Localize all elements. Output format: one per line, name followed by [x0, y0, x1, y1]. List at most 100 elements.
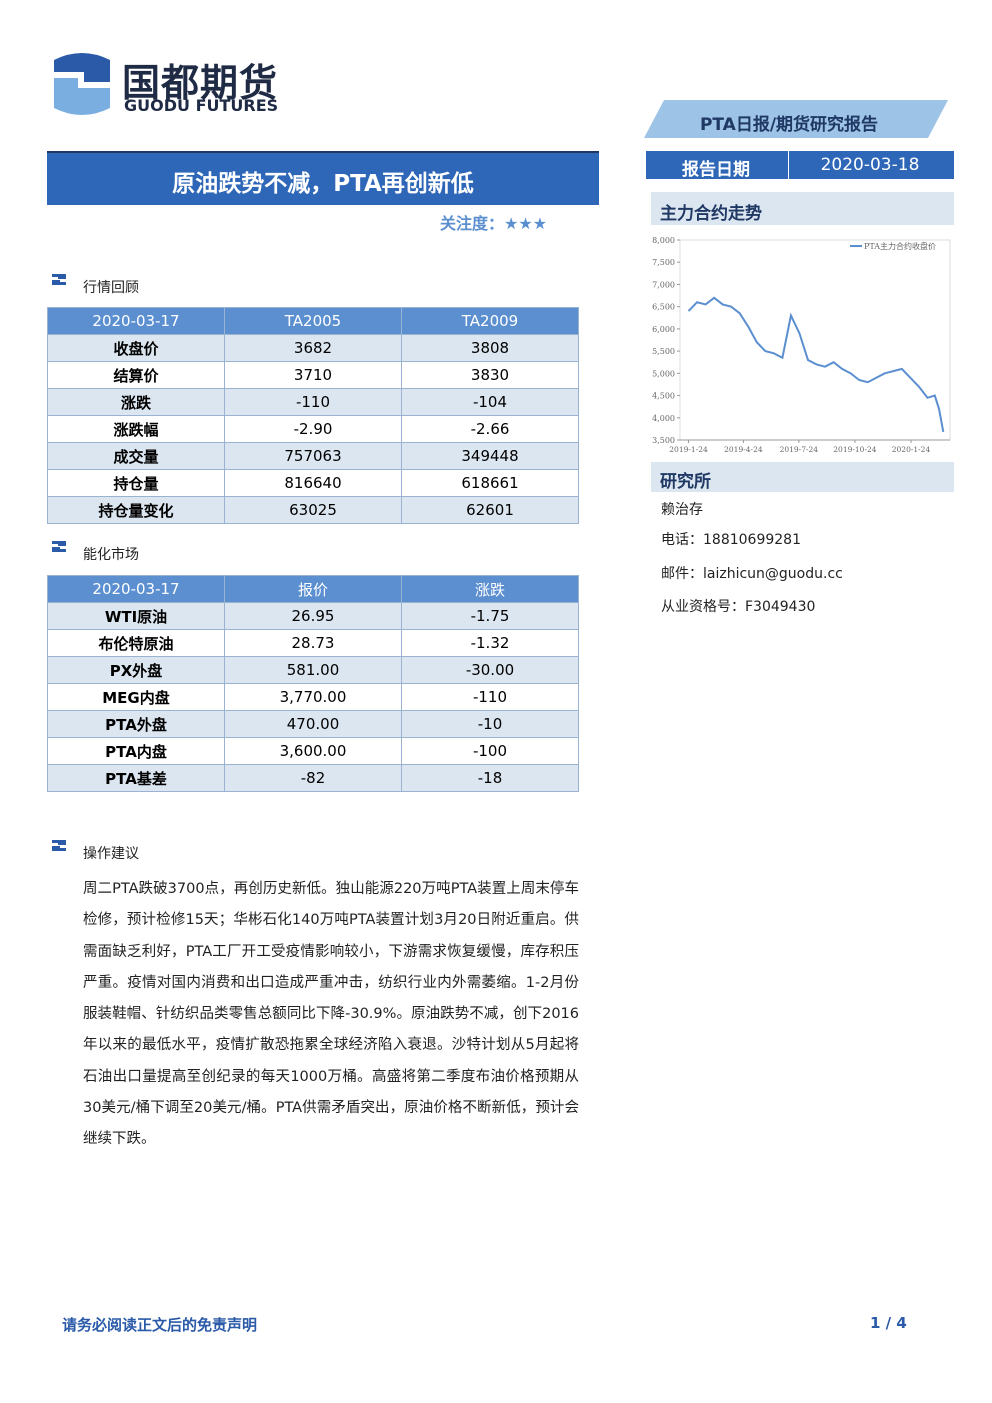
cell: 持仓量变化 — [47, 496, 225, 524]
cell: 3830 — [401, 361, 579, 389]
section-icon — [52, 274, 66, 285]
report-type: PTA日报/期货研究报告 — [699, 115, 879, 135]
legend-label: PTA主力合约收盘价 — [864, 241, 936, 251]
x-tick-label: 2019-10-24 — [833, 445, 876, 454]
header-cell: 报价 — [224, 575, 402, 603]
divider — [788, 151, 789, 179]
x-tick-label: 2019-4-24 — [724, 445, 763, 454]
date-label: 报告日期 — [682, 160, 750, 180]
table-row: PTA内盘 3,600.00 -100 — [47, 737, 579, 765]
cell: 757063 — [224, 442, 402, 470]
table-row: PX外盘 581.00 -30.00 — [47, 656, 579, 684]
cell: -82 — [224, 764, 402, 792]
cell: -110 — [401, 683, 579, 711]
table-row: 结算价 3710 3830 — [47, 361, 579, 389]
chart: 3,500 4,000 4,500 5,000 5,500 6,000 6,500 7,000… — [652, 236, 951, 454]
phone: 电话：18810699281 — [661, 532, 801, 548]
cell: 26.95 — [224, 602, 402, 630]
cell: PTA基差 — [47, 764, 225, 792]
y-tick-label: 3,500 — [652, 436, 675, 445]
table-row: 持仓量 816640 618661 — [47, 469, 579, 497]
cell: 3682 — [224, 334, 402, 362]
title: 原油跌势不减，PTA再创新低 — [172, 171, 474, 197]
cell: 3710 — [224, 361, 402, 389]
table-row: 2020-03-17 TA2005 TA2009 — [47, 307, 579, 335]
y-tick-label: 6,000 — [652, 325, 675, 334]
research-header — [651, 462, 954, 492]
plot-area — [679, 239, 951, 441]
cell: 收盘价 — [47, 334, 225, 362]
page-number: 1 / 4 — [870, 1314, 907, 1332]
cell: -100 — [401, 737, 579, 765]
table-row: 涨跌 -110 -104 — [47, 388, 579, 416]
cell: 结算价 — [47, 361, 225, 389]
cell: PX外盘 — [47, 656, 225, 684]
body-text: 周二PTA跌破3700点，再创历史新低。独山能源220万吨PTA装置上周末停车检… — [83, 881, 579, 1148]
chart-title: 主力合约走势 — [660, 204, 762, 224]
y-tick-label: 7,000 — [652, 280, 675, 289]
cell: 581.00 — [224, 656, 402, 684]
cell: 成交量 — [47, 442, 225, 470]
cell: -2.66 — [401, 415, 579, 443]
table-row: 涨跌幅 -2.90 -2.66 — [47, 415, 579, 443]
analyst: 赖治存 — [661, 502, 703, 518]
cell: WTI原油 — [47, 602, 225, 630]
header-cell: 2020-03-17 — [47, 575, 225, 603]
cell: PTA外盘 — [47, 710, 225, 738]
section-heading: 行情回顾 — [83, 280, 139, 296]
header-cell: TA2005 — [224, 307, 402, 335]
research-title: 研究所 — [660, 472, 711, 492]
x-tick-label: 2019-7-24 — [780, 445, 819, 454]
table-row: 布伦特原油 28.73 -1.32 — [47, 629, 579, 657]
table-row: WTI原油 26.95 -1.75 — [47, 602, 579, 630]
y-tick-label: 4,000 — [652, 414, 675, 423]
y-tick-label: 7,500 — [652, 258, 675, 267]
cell: -30.00 — [401, 656, 579, 684]
cell: 28.73 — [224, 629, 402, 657]
report-date: 2020-03-18 — [820, 155, 920, 175]
cell: 布伦特原油 — [47, 629, 225, 657]
header-cell: 涨跌 — [401, 575, 579, 603]
cell: 63025 — [224, 496, 402, 524]
cell: 3,770.00 — [224, 683, 402, 711]
x-tick-label: 2020-1-24 — [892, 445, 931, 454]
date-bar — [646, 151, 954, 179]
section-icon — [52, 840, 66, 851]
logo — [54, 53, 110, 115]
cell: -104 — [401, 388, 579, 416]
section-heading: 能化市场 — [83, 547, 139, 563]
attention: 关注度：★★★ — [440, 214, 548, 233]
table-row: 持仓量变化 63025 62601 — [47, 496, 579, 524]
company-en: GUODU FUTURES — [124, 96, 279, 115]
y-tick-label: 5,500 — [652, 347, 675, 356]
y-tick-label: 8,000 — [652, 236, 675, 245]
cell: 816640 — [224, 469, 402, 497]
x-tick-label: 2019-1-24 — [669, 445, 708, 454]
section-heading: 操作建议 — [83, 846, 139, 862]
y-tick-label: 6,500 — [652, 303, 675, 312]
header-cell: TA2009 — [401, 307, 579, 335]
license: 从业资格号：F3049430 — [661, 599, 816, 615]
cell: 618661 — [401, 469, 579, 497]
cell: 涨跌幅 — [47, 415, 225, 443]
cell: 470.00 — [224, 710, 402, 738]
cell: -1.75 — [401, 602, 579, 630]
cell: 持仓量 — [47, 469, 225, 497]
market-table: 2020-03-17 报价 涨跌 WTI原油 26.95 -1.75 布伦特原油 28.73-… — [47, 575, 579, 792]
quote-table: 2020-03-17 TA2005 TA2009 收盘价 3682 3808 结算价 3710… — [47, 307, 579, 524]
cell: -18 — [401, 764, 579, 792]
header-cell: 2020-03-17 — [47, 307, 225, 335]
cell: MEG内盘 — [47, 683, 225, 711]
cell: 涨跌 — [47, 388, 225, 416]
cell: -10 — [401, 710, 579, 738]
cell: 3808 — [401, 334, 579, 362]
cell: 349448 — [401, 442, 579, 470]
data-line — [687, 296, 945, 433]
company-name: 国都期货 — [122, 61, 279, 105]
cell: 62601 — [401, 496, 579, 524]
table-row: MEG内盘 3,770.00 -110 — [47, 683, 579, 711]
cell: -2.90 — [224, 415, 402, 443]
table-row: PTA基差 -82 -18 — [47, 764, 579, 792]
cell: -1.32 — [401, 629, 579, 657]
